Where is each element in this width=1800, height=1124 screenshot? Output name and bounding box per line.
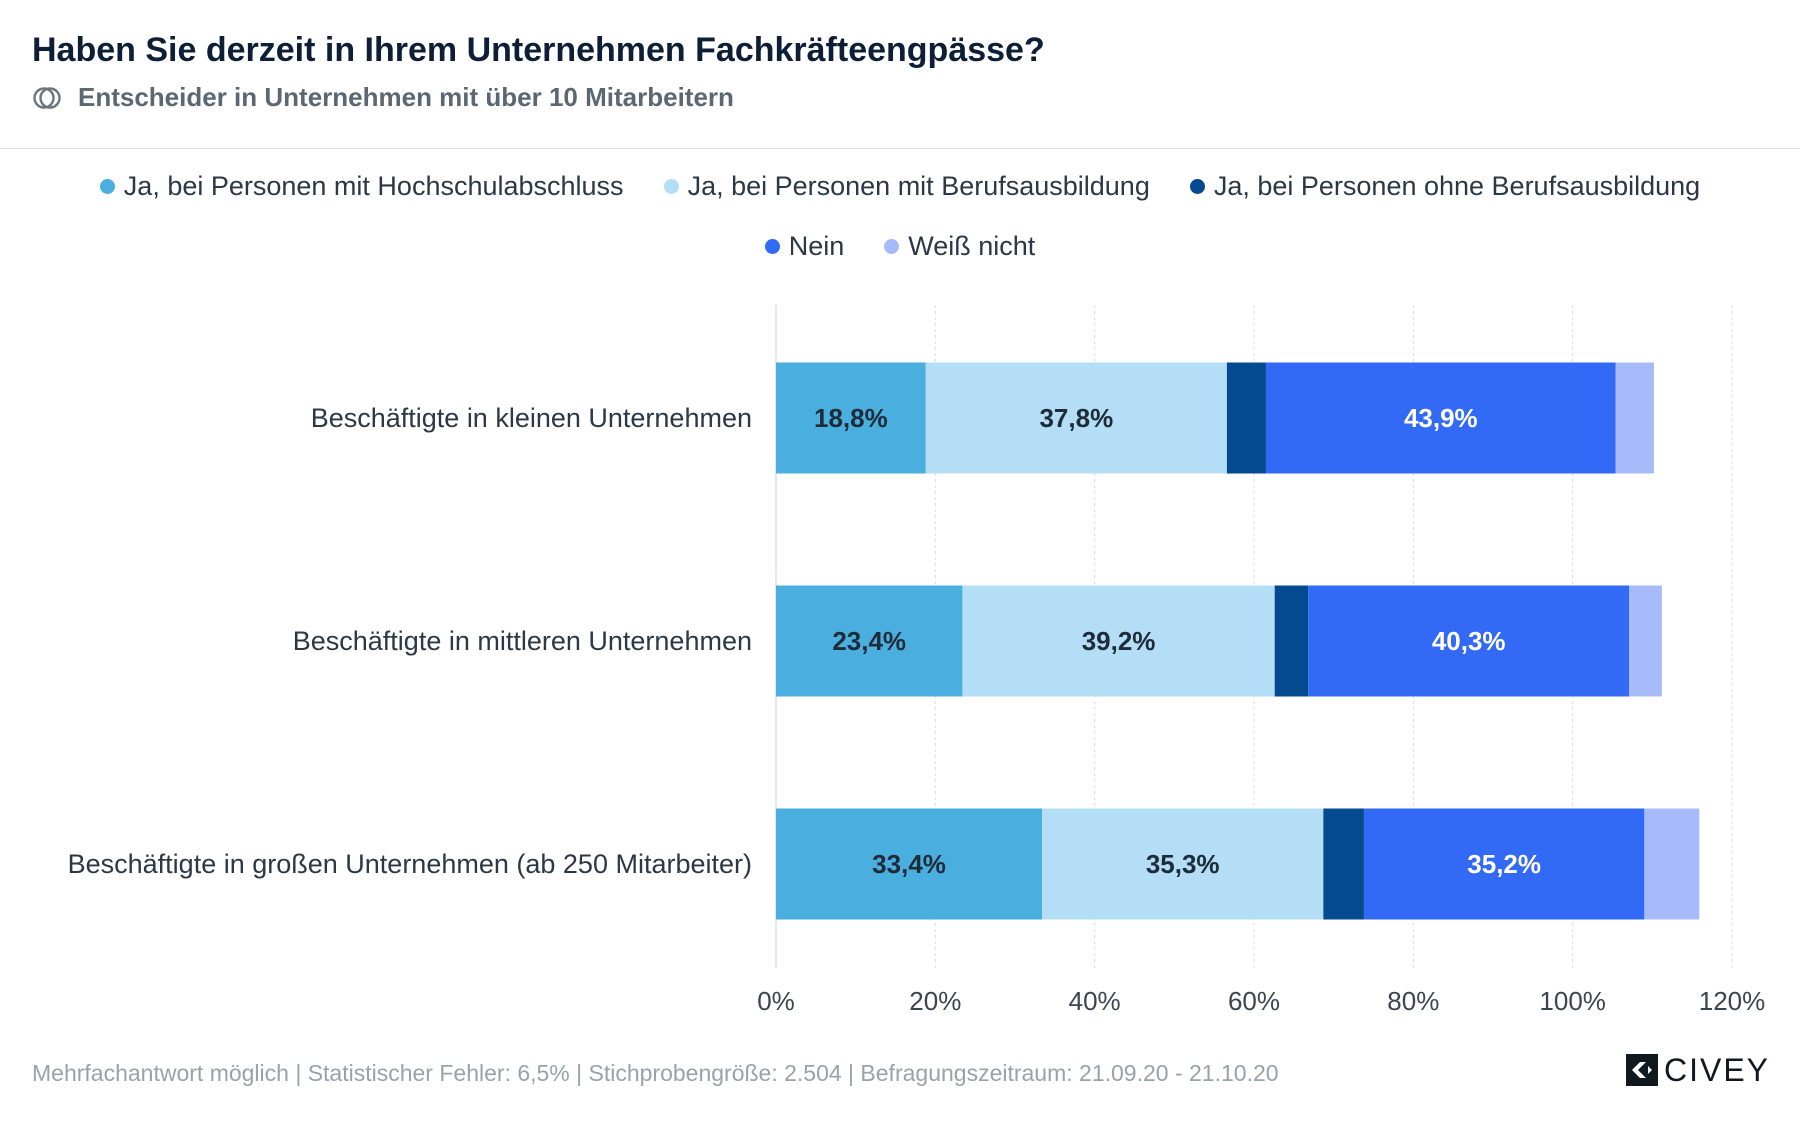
category-label: Beschäftigte in großen Unternehmen (ab 2…: [68, 849, 752, 879]
data-label: 33,4%: [872, 849, 946, 879]
legend-item-hochschulabschluss[interactable]: Ja, bei Personen mit Hochschulabschluss: [99, 170, 624, 202]
bar-segment: [1323, 808, 1364, 920]
x-tick-label: 20%: [909, 986, 961, 1016]
x-tick-label: 60%: [1228, 986, 1280, 1016]
bar-segment: [1308, 585, 1630, 697]
legend-label: Ja, bei Personen mit Hochschulabschluss: [123, 171, 624, 201]
bar-segment: [776, 808, 1043, 920]
legend-item-weiss-nicht[interactable]: Weiß nicht: [884, 230, 1035, 262]
bar-segment: [776, 362, 926, 474]
legend-item-nein[interactable]: Nein: [764, 230, 845, 262]
bar-segment: [962, 585, 1275, 697]
civey-mark-icon: [1625, 1054, 1658, 1086]
data-label: 37,8%: [1039, 403, 1113, 433]
data-label: 18,8%: [814, 403, 888, 433]
overlapping-circles-icon: [33, 86, 61, 109]
data-label: 43,9%: [1404, 403, 1478, 433]
legend-label: Ja, bei Personen mit Berufsausbildung: [687, 171, 1150, 201]
x-tick-label: 0%: [757, 986, 795, 1016]
x-tick-label: 120%: [1699, 986, 1766, 1016]
legend-label: Nein: [788, 231, 845, 261]
bar-segment: [1274, 585, 1309, 697]
category-label: Beschäftigte in kleinen Unternehmen: [311, 403, 752, 433]
chart-header: Haben Sie derzeit in Ihrem Unternehmen F…: [32, 28, 1768, 113]
legend-marker: [99, 178, 115, 194]
category-label: Beschäftigte in mittleren Unternehmen: [293, 626, 752, 656]
chart-subtitle: Entscheider in Unternehmen mit über 10 M…: [78, 82, 734, 112]
header-divider: [0, 148, 1800, 149]
logo-text: CIVEY: [1663, 1052, 1770, 1088]
legend-label: Weiß nicht: [908, 231, 1036, 261]
legend-marker: [663, 178, 679, 194]
bar-segment: [1644, 808, 1700, 920]
chart-footer-note: Mehrfachantwort möglich | Statistischer …: [32, 1060, 1279, 1086]
x-tick-label: 40%: [1069, 986, 1121, 1016]
chart-legend: Ja, bei Personen mit Hochschulabschluss …: [40, 170, 1760, 262]
bar-segment: [1615, 362, 1654, 474]
bar-segment: [925, 362, 1227, 474]
bar-segment: [776, 585, 963, 697]
subtitle-row: Entscheider in Unternehmen mit über 10 M…: [32, 82, 1768, 113]
data-label: 23,4%: [832, 626, 906, 656]
civey-logo[interactable]: CIVEY: [1625, 1052, 1770, 1088]
x-tick-label: 80%: [1387, 986, 1439, 1016]
data-label: 35,2%: [1467, 849, 1541, 879]
data-label: 39,2%: [1082, 626, 1156, 656]
chart-title: Haben Sie derzeit in Ihrem Unternehmen F…: [32, 31, 1045, 69]
legend-marker: [1189, 178, 1205, 194]
stacked-bar-chart: 0% 20% 40% 60% 80% 100% 120% Beschäftigte in kl…: [68, 305, 1766, 1016]
bar-segment: [1363, 808, 1645, 920]
bar-segment: [1226, 362, 1266, 474]
legend-item-ohne-berufsausbildung[interactable]: Ja, bei Personen ohne Berufsausbildung: [1189, 170, 1701, 202]
data-label: 35,3%: [1146, 849, 1220, 879]
x-tick-label: 100%: [1539, 986, 1606, 1016]
legend-item-berufsausbildung[interactable]: Ja, bei Personen mit Berufsausbildung: [663, 170, 1150, 202]
legend-label: Ja, bei Personen ohne Berufsausbildung: [1213, 171, 1701, 201]
bar-segment: [1265, 362, 1616, 474]
legend-marker: [884, 238, 900, 254]
bar-segment: [1629, 585, 1662, 697]
legend-marker: [764, 238, 780, 254]
data-label: 40,3%: [1432, 626, 1506, 656]
bar-segment: [1042, 808, 1324, 920]
